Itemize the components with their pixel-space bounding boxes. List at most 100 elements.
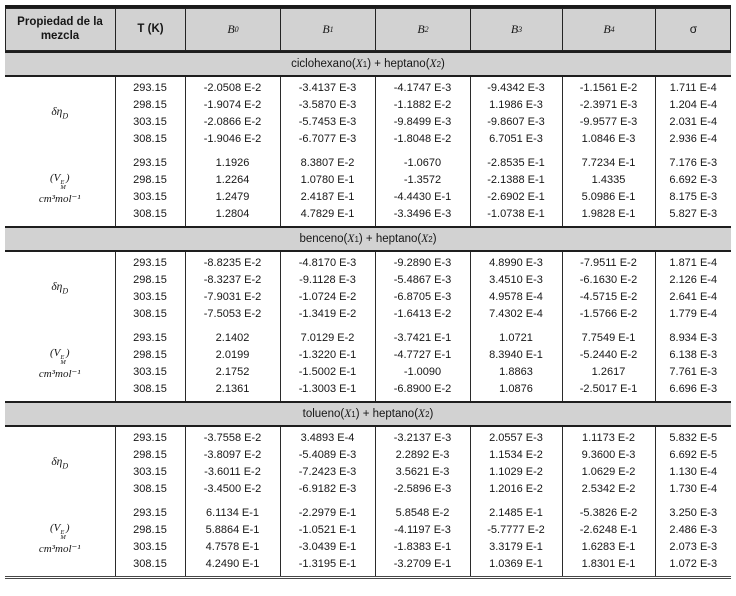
cell-temperature: 293.15	[114, 505, 185, 522]
property-label: (V E M) cm³mol⁻¹	[38, 522, 81, 555]
cell-b4: 1.8301 E-1	[561, 556, 655, 573]
cell-temperature: 308.15	[114, 131, 185, 148]
table-row: 308.15 -7.5053 E-2 -1.3419 E-2 -1.6413 E-2 7…	[5, 306, 731, 323]
excess-superscript: E	[60, 179, 65, 186]
cell-temperature: 293.15	[114, 330, 185, 347]
cell-b3: 8.3940 E-1	[469, 347, 562, 364]
b1-symbol: B	[322, 22, 330, 37]
cell-sigma: 1.779 E-4	[654, 306, 731, 323]
spacer-row	[5, 323, 731, 330]
molar-subscript: M	[60, 534, 66, 541]
cell-b2: -3.2709 E-1	[374, 556, 470, 573]
cell-sigma: 8.934 E-3	[654, 330, 731, 347]
cell-temperature: 298.15	[114, 447, 185, 464]
cell-b3: -9.8607 E-3	[469, 114, 562, 131]
cell-b3: -2.1388 E-1	[469, 172, 562, 189]
header-property-column: Propiedad de la mezcla	[5, 8, 115, 51]
spacer-row	[5, 148, 731, 155]
eta-subscript: D	[62, 461, 69, 471]
cell-b2: -3.3496 E-3	[374, 206, 470, 223]
spacer-row	[5, 398, 731, 401]
cell-b0: 1.2479	[184, 189, 280, 206]
b4-symbol: B	[603, 22, 611, 37]
cell-b2: -4.1197 E-3	[374, 522, 470, 539]
cell-b2: -1.8383 E-1	[374, 539, 470, 556]
section-title-text: ciclohexano(	[291, 58, 356, 70]
cell-sigma: 2.641 E-4	[654, 289, 731, 306]
molar-subscript: M	[60, 184, 66, 191]
cell-b1: -6.9182 E-3	[279, 481, 375, 498]
section-title-text: tolueno(	[302, 408, 345, 420]
table-row: 298.15 1.2264 1.0780 E-1 -1.3572 -2.1388 E-1…	[5, 172, 731, 189]
cell-b4: -7.9511 E-2	[561, 255, 655, 272]
cell-b0: 2.0199	[184, 347, 280, 364]
cell-temperature: 298.15	[114, 522, 185, 539]
cell-b3: -5.7777 E-2	[469, 522, 562, 539]
cell-b1: 7.0129 E-2	[279, 330, 375, 347]
cell-b0: -3.7558 E-2	[184, 430, 280, 447]
cell-b0: -1.9046 E-2	[184, 131, 280, 148]
cell-b2: -6.8900 E-2	[374, 381, 470, 398]
cell-b0: 2.1402	[184, 330, 280, 347]
cell-b3: 1.1986 E-3	[469, 97, 562, 114]
table-row: 308.15 2.1361 -1.3003 E-1 -6.8900 E-2 1.0876…	[5, 381, 731, 398]
cell-sigma: 6.692 E-5	[654, 447, 731, 464]
cell-b0: -8.3237 E-2	[184, 272, 280, 289]
cell-b4: 1.2617	[561, 364, 655, 381]
cell-b1: 4.7829 E-1	[279, 206, 375, 223]
cell-temperature: 308.15	[114, 306, 185, 323]
b3-subscript: 3	[518, 24, 523, 34]
cell-b3: -2.8535 E-1	[469, 155, 562, 172]
table-row: 303.15 1.2479 2.4187 E-1 -4.4430 E-1 -2.6902…	[5, 189, 731, 206]
cell-sigma: 1.072 E-3	[654, 556, 731, 573]
cell-b0: -3.6011 E-2	[184, 464, 280, 481]
volume-symbol: V	[53, 172, 61, 184]
cell-b0: 1.1926	[184, 155, 280, 172]
cell-sigma: 8.175 E-3	[654, 189, 731, 206]
cell-b2: -1.8048 E-2	[374, 131, 470, 148]
cell-b4: -9.9577 E-3	[561, 114, 655, 131]
cell-b2: 3.5621 E-3	[374, 464, 470, 481]
table-row: 308.15 4.2490 E-1 -1.3195 E-1 -3.2709 E-1 1.…	[5, 556, 731, 573]
table-row: 298.15 -3.8097 E-2 -5.4089 E-3 2.2892 E-3 1.…	[5, 447, 731, 464]
cell-b2: -1.0090	[374, 364, 470, 381]
table-row: 303.15 2.1752 -1.5002 E-1 -1.0090 1.8863 1.26…	[5, 364, 731, 381]
spacer-row	[5, 223, 731, 226]
table-row: 298.15 -1.9074 E-2 -3.5870 E-3 -1.1882 E-2 1…	[5, 97, 731, 114]
cell-b4: 7.7234 E-1	[561, 155, 655, 172]
cell-b0: 4.7578 E-1	[184, 539, 280, 556]
header-sigma-column: σ	[655, 8, 731, 51]
cell-b0: 1.2804	[184, 206, 280, 223]
cell-temperature: 303.15	[114, 539, 185, 556]
cell-b3: 7.4302 E-4	[469, 306, 562, 323]
cell-temperature: 303.15	[114, 289, 185, 306]
cell-b1: -1.0521 E-1	[279, 522, 375, 539]
cell-b1: -5.4089 E-3	[279, 447, 375, 464]
mole-fraction-symbol: X	[347, 233, 355, 245]
table-row: (V E M) cm³mol⁻¹ 293.15 2.1402 7.0129 E-2 -3.74…	[5, 330, 731, 380]
cell-b3: 2.1485 E-1	[469, 505, 562, 522]
cell-b3: 1.8863	[469, 364, 562, 381]
property-label: δηD	[5, 430, 115, 498]
cell-b4: 1.1173 E-2	[561, 430, 655, 447]
cell-b3: 2.0557 E-3	[469, 430, 562, 447]
table-row: δηD 293.15 -2.0508 E-2 -3.4137 E-3 -4.1747 E…	[5, 80, 731, 120]
cell-b2: -1.6413 E-2	[374, 306, 470, 323]
eta-subscript: D	[62, 286, 69, 296]
spacer-row	[5, 427, 731, 430]
cell-b4: 1.4335	[561, 172, 655, 189]
molar-subscript: M	[60, 359, 66, 366]
table-body: ciclohexano(X 1) + heptano(X 2) δηD 293.15 -2…	[5, 51, 731, 576]
table-row: (V E M) cm³mol⁻¹ 293.15 1.1926 8.3807 E-2 -1.06…	[5, 155, 731, 205]
cell-b2: -6.8705 E-3	[374, 289, 470, 306]
volume-symbol: V	[53, 522, 61, 534]
unit-label: cm³mol⁻¹	[38, 193, 81, 205]
cell-temperature: 303.15	[114, 364, 185, 381]
table-row: δηD 293.15 -8.8235 E-2 -4.8170 E-3 -9.2890 E…	[5, 255, 731, 295]
cell-sigma: 1.730 E-4	[654, 481, 731, 498]
cell-b3: 4.8990 E-3	[469, 255, 562, 272]
section-title-text: ) + heptano(	[367, 58, 430, 70]
